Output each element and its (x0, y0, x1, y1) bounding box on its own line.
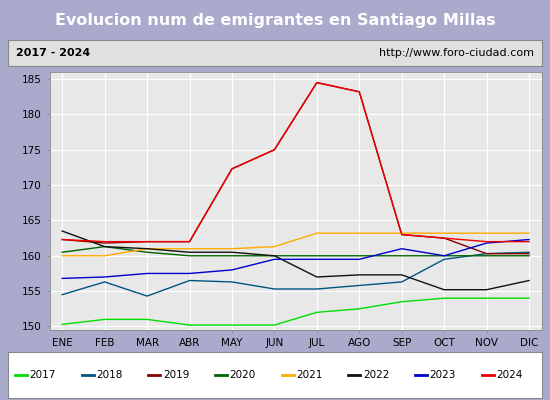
Text: 2017: 2017 (30, 370, 56, 380)
Text: 2018: 2018 (96, 370, 123, 380)
Text: 2022: 2022 (363, 370, 389, 380)
Text: 2021: 2021 (296, 370, 323, 380)
Text: http://www.foro-ciudad.com: http://www.foro-ciudad.com (379, 48, 534, 58)
Text: Evolucion num de emigrantes en Santiago Millas: Evolucion num de emigrantes en Santiago … (54, 14, 496, 28)
Text: 2019: 2019 (163, 370, 189, 380)
Text: 2017 - 2024: 2017 - 2024 (16, 48, 91, 58)
Text: 2024: 2024 (497, 370, 523, 380)
Text: 2020: 2020 (230, 370, 256, 380)
Text: 2023: 2023 (430, 370, 456, 380)
